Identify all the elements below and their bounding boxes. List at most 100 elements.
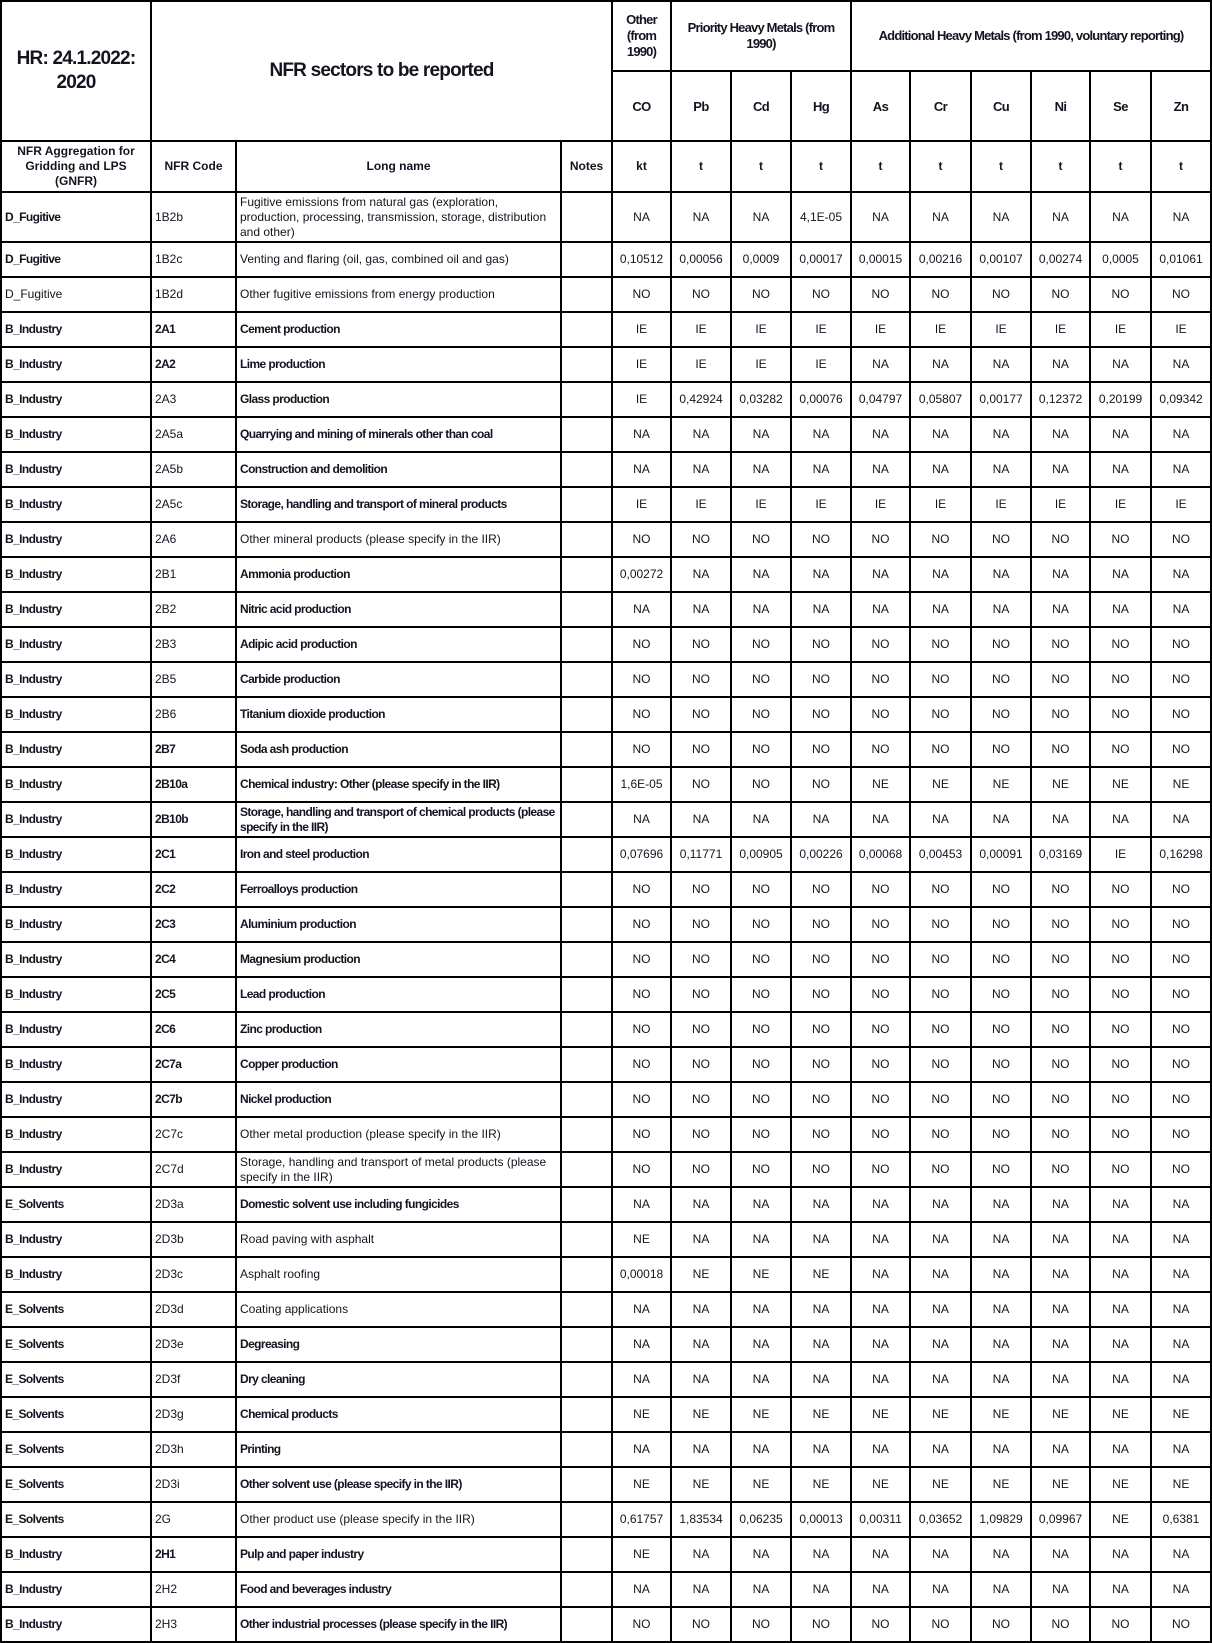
value-cell: NO bbox=[970, 661, 1033, 698]
unit-header: t bbox=[1030, 140, 1092, 193]
gnfr-cell: E_Solvents bbox=[0, 1431, 152, 1468]
value-cell: NO bbox=[611, 1116, 673, 1153]
table-row: B_Industry 2A3 Glass production IE 0,42924 0,… bbox=[0, 381, 1212, 418]
unit-header: kt bbox=[611, 140, 673, 193]
value-cell: NA bbox=[1150, 1361, 1212, 1398]
value-cell: NA bbox=[1089, 346, 1153, 383]
table-row: B_Industry 2D3c Asphalt roofing 0,00018 NE NE… bbox=[0, 1256, 1212, 1293]
value-cell: NO bbox=[730, 626, 793, 663]
unit-header: t bbox=[1150, 140, 1212, 193]
value-cell: NA bbox=[611, 591, 673, 628]
value-cell: NA bbox=[1089, 1221, 1153, 1258]
value-cell: NA bbox=[1030, 1571, 1092, 1608]
value-cell: NE bbox=[1150, 766, 1212, 803]
notes-cell bbox=[559, 836, 614, 873]
value-cell: NO bbox=[611, 1011, 673, 1048]
value-cell: NE bbox=[670, 1396, 733, 1433]
value-cell: NA bbox=[730, 1221, 793, 1258]
notes-cell bbox=[559, 486, 614, 523]
value-cell: NA bbox=[790, 1221, 853, 1258]
value-cell: NA bbox=[909, 1431, 973, 1468]
value-cell: NE bbox=[970, 1396, 1033, 1433]
long-name-cell: Carbide production bbox=[235, 661, 562, 698]
value-cell: NO bbox=[909, 1046, 973, 1083]
value-cell: NO bbox=[670, 696, 733, 733]
value-cell: NA bbox=[850, 451, 912, 488]
value-cell: NE bbox=[909, 1396, 973, 1433]
value-cell: NO bbox=[790, 276, 853, 313]
table-row: B_Industry 2B2 Nitric acid production NA NA N… bbox=[0, 591, 1212, 628]
value-cell: NA bbox=[970, 1571, 1033, 1608]
value-cell: NA bbox=[850, 1326, 912, 1363]
value-cell: NA bbox=[611, 1571, 673, 1608]
value-cell: NO bbox=[670, 1151, 733, 1188]
nfr-code-cell: 2C3 bbox=[150, 906, 237, 943]
value-cell: IE bbox=[1089, 486, 1153, 523]
value-cell: 0,6381 bbox=[1150, 1501, 1212, 1538]
notes-cell bbox=[559, 906, 614, 943]
table-row: B_Industry 2B10a Chemical industry: Other … bbox=[0, 766, 1212, 803]
value-cell: NO bbox=[1150, 626, 1212, 663]
notes-cell bbox=[559, 731, 614, 768]
value-cell: IE bbox=[790, 346, 853, 383]
table-row: B_Industry 2B3 Adipic acid production NO NO N… bbox=[0, 626, 1212, 663]
long-name-cell: Venting and flaring (oil, gas, combined … bbox=[235, 241, 562, 278]
table-row: B_Industry 2C1 Iron and steel production 0,… bbox=[0, 836, 1212, 873]
value-cell: NA bbox=[970, 416, 1033, 453]
notes-cell bbox=[559, 1606, 614, 1643]
value-cell: NA bbox=[670, 1186, 733, 1223]
value-cell: NO bbox=[790, 766, 853, 803]
gnfr-cell: B_Industry bbox=[0, 1081, 152, 1118]
value-cell: NA bbox=[909, 416, 973, 453]
value-cell: NA bbox=[1089, 1186, 1153, 1223]
value-cell: NA bbox=[790, 1326, 853, 1363]
long-name-cell: Storage, handling and transport of metal… bbox=[235, 1151, 562, 1188]
notes-cell bbox=[559, 346, 614, 383]
long-name-cell: Domestic solvent use including fungicide… bbox=[235, 1186, 562, 1223]
value-cell: IE bbox=[790, 311, 853, 348]
notes-cell bbox=[559, 1466, 614, 1503]
table-row: B_Industry 2C7b Nickel production NO NO NO NO N… bbox=[0, 1081, 1212, 1118]
value-cell: NE bbox=[1089, 1466, 1153, 1503]
value-cell: NO bbox=[850, 906, 912, 943]
value-cell: NO bbox=[611, 731, 673, 768]
value-cell: NA bbox=[1150, 1221, 1212, 1258]
nfr-code-cell: 2B7 bbox=[150, 731, 237, 768]
notes-cell bbox=[559, 241, 614, 278]
value-cell: NA bbox=[970, 1291, 1033, 1328]
table-row: B_Industry 2H1 Pulp and paper industry NE NA… bbox=[0, 1536, 1212, 1573]
group-other: Other (from 1990) bbox=[611, 0, 673, 72]
value-cell: NO bbox=[670, 1046, 733, 1083]
long-name-cell: Quarrying and mining of minerals other t… bbox=[235, 416, 562, 453]
value-cell: NO bbox=[909, 1606, 973, 1643]
long-name-cell: Cement production bbox=[235, 311, 562, 348]
value-cell: NO bbox=[790, 1081, 853, 1118]
long-name-cell: Asphalt roofing bbox=[235, 1256, 562, 1293]
value-cell: 0,07696 bbox=[611, 836, 673, 873]
value-cell: NA bbox=[1150, 416, 1212, 453]
nfr-code-cell: 2H1 bbox=[150, 1536, 237, 1573]
long-name-cell: Iron and steel production bbox=[235, 836, 562, 873]
value-cell: NE bbox=[970, 766, 1033, 803]
col-header-gnfr: NFR Aggregation for Gridding and LPS (GN… bbox=[0, 140, 152, 193]
value-cell: NA bbox=[850, 1221, 912, 1258]
value-cell: 0,00068 bbox=[850, 836, 912, 873]
value-cell: 1,6E-05 bbox=[611, 766, 673, 803]
value-cell: NE bbox=[1089, 766, 1153, 803]
table-row: B_Industry 2C7c Other metal production (pl… bbox=[0, 1116, 1212, 1153]
value-cell: NO bbox=[1030, 1116, 1092, 1153]
value-cell: IE bbox=[1030, 311, 1092, 348]
value-cell: NA bbox=[850, 591, 912, 628]
value-cell: NA bbox=[730, 1186, 793, 1223]
value-cell: NE bbox=[611, 1396, 673, 1433]
long-name-cell: Nickel production bbox=[235, 1081, 562, 1118]
value-cell: NA bbox=[730, 1361, 793, 1398]
table-row: B_Industry 2A1 Cement production IE IE IE IE IE… bbox=[0, 311, 1212, 348]
value-cell: IE bbox=[670, 486, 733, 523]
value-cell: 4,1E-05 bbox=[790, 191, 853, 243]
value-cell: NA bbox=[1089, 556, 1153, 593]
value-cell: NA bbox=[1089, 1536, 1153, 1573]
nfr-code-cell: 2D3e bbox=[150, 1326, 237, 1363]
value-cell: NO bbox=[1150, 1081, 1212, 1118]
value-cell: NO bbox=[670, 276, 733, 313]
